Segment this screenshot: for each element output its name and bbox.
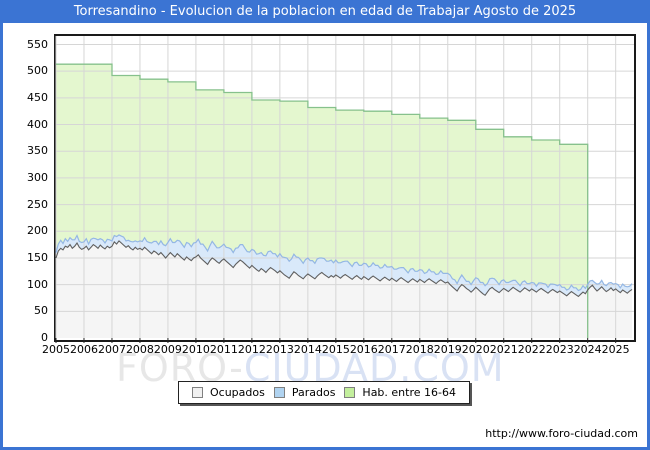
x-axis-label-2024: 2024 bbox=[573, 343, 602, 356]
y-axis-label: 500 bbox=[27, 64, 48, 78]
y-axis-label: 250 bbox=[27, 197, 48, 211]
y-axis-label: 50 bbox=[34, 304, 48, 318]
x-axis-label-2011: 2011 bbox=[209, 343, 238, 356]
y-axis-label: 300 bbox=[27, 170, 48, 184]
x-axis-label-2009: 2009 bbox=[153, 343, 182, 356]
x-axis-label-2006: 2006 bbox=[69, 343, 98, 356]
chart-legend: Ocupados Parados Hab. entre 16-64 bbox=[178, 381, 470, 404]
y-axis-label: 400 bbox=[27, 117, 48, 131]
x-axis-label-2018: 2018 bbox=[405, 343, 434, 356]
x-axis-label-2008: 2008 bbox=[125, 343, 154, 356]
x-axis-label-2017: 2017 bbox=[377, 343, 406, 356]
legend-label-parados: Parados bbox=[291, 386, 336, 399]
y-axis-label: 550 bbox=[27, 37, 48, 51]
x-axis-label-2005: 2005 bbox=[42, 343, 70, 356]
chart-canvas bbox=[55, 36, 634, 343]
legend-item-hab-entre-16-64: Hab. entre 16-64 bbox=[344, 386, 456, 399]
x-axis-label-2015: 2015 bbox=[321, 343, 350, 356]
legend-item-ocupados: Ocupados bbox=[192, 386, 265, 399]
x-axis-label-2016: 2016 bbox=[349, 343, 378, 356]
x-axis-label-2025: 2025 bbox=[601, 343, 630, 356]
y-axis-label: 150 bbox=[27, 250, 48, 264]
y-axis-label: 350 bbox=[27, 144, 48, 158]
legend-label-hab-entre-16-64: Hab. entre 16-64 bbox=[362, 386, 456, 399]
series-ocupados-area bbox=[56, 240, 632, 338]
y-axis-label: 100 bbox=[27, 277, 48, 291]
x-axis-label-2010: 2010 bbox=[181, 343, 210, 356]
legend-swatch-parados bbox=[273, 387, 285, 398]
x-axis-label-2022: 2022 bbox=[517, 343, 546, 356]
x-axis-label-2023: 2023 bbox=[545, 343, 574, 356]
legend-label-ocupados: Ocupados bbox=[210, 386, 265, 399]
x-axis-label-2013: 2013 bbox=[265, 343, 294, 356]
y-axis-label: 200 bbox=[27, 224, 48, 238]
series-parados-band bbox=[56, 235, 632, 297]
title-bar: Torresandino - Evolucion de la poblacion… bbox=[0, 0, 650, 23]
series-parados-line bbox=[55, 234, 633, 292]
x-axis-label-2012: 2012 bbox=[237, 343, 266, 356]
legend-swatch-ocupados bbox=[192, 387, 203, 398]
chart-title: Torresandino - Evolucion de la poblacion… bbox=[73, 4, 577, 19]
legend-swatch-hab-entre-16-64 bbox=[344, 387, 356, 398]
series-hab-16-64-line bbox=[56, 63, 589, 338]
x-axis-label-2014: 2014 bbox=[293, 343, 322, 356]
legend-item-parados: Parados bbox=[273, 386, 336, 399]
series-ocupados-line bbox=[55, 240, 633, 298]
y-axis-label: 0 bbox=[41, 331, 48, 344]
footer-url: http://www.foro-ciudad.com bbox=[485, 427, 638, 440]
x-axis-label-2020: 2020 bbox=[461, 343, 490, 356]
plot-area bbox=[54, 34, 636, 343]
x-axis-label-2019: 2019 bbox=[433, 343, 462, 356]
y-axis-label: 450 bbox=[27, 90, 48, 104]
x-axis-label-2021: 2021 bbox=[489, 343, 518, 356]
x-axis-label-2007: 2007 bbox=[97, 343, 126, 356]
